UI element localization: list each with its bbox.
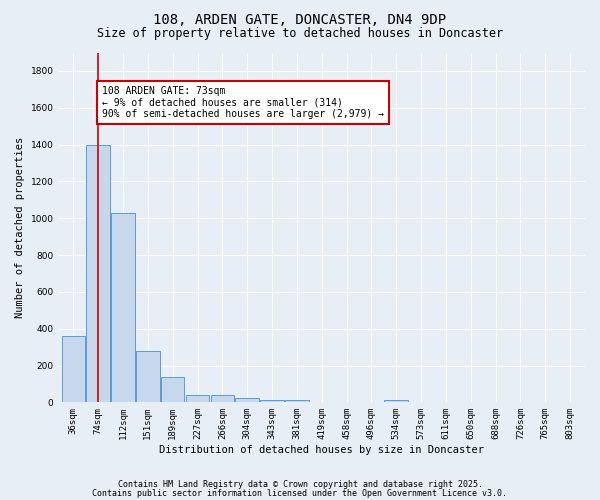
Bar bbox=[161, 378, 184, 402]
Bar bbox=[186, 395, 209, 402]
Text: Size of property relative to detached houses in Doncaster: Size of property relative to detached ho… bbox=[97, 28, 503, 40]
Bar bbox=[86, 144, 110, 402]
Text: Contains public sector information licensed under the Open Government Licence v3: Contains public sector information licen… bbox=[92, 488, 508, 498]
Text: 108 ARDEN GATE: 73sqm
← 9% of detached houses are smaller (314)
90% of semi-deta: 108 ARDEN GATE: 73sqm ← 9% of detached h… bbox=[102, 86, 384, 119]
Y-axis label: Number of detached properties: Number of detached properties bbox=[15, 137, 25, 318]
Text: 108, ARDEN GATE, DONCASTER, DN4 9DP: 108, ARDEN GATE, DONCASTER, DN4 9DP bbox=[154, 12, 446, 26]
Bar bbox=[111, 212, 135, 402]
Bar bbox=[211, 395, 234, 402]
Bar bbox=[385, 400, 408, 402]
Bar bbox=[285, 400, 308, 402]
Text: Contains HM Land Registry data © Crown copyright and database right 2025.: Contains HM Land Registry data © Crown c… bbox=[118, 480, 482, 489]
Bar bbox=[260, 400, 284, 402]
Bar bbox=[136, 351, 160, 403]
Bar bbox=[62, 336, 85, 402]
Bar bbox=[235, 398, 259, 402]
X-axis label: Distribution of detached houses by size in Doncaster: Distribution of detached houses by size … bbox=[159, 445, 484, 455]
